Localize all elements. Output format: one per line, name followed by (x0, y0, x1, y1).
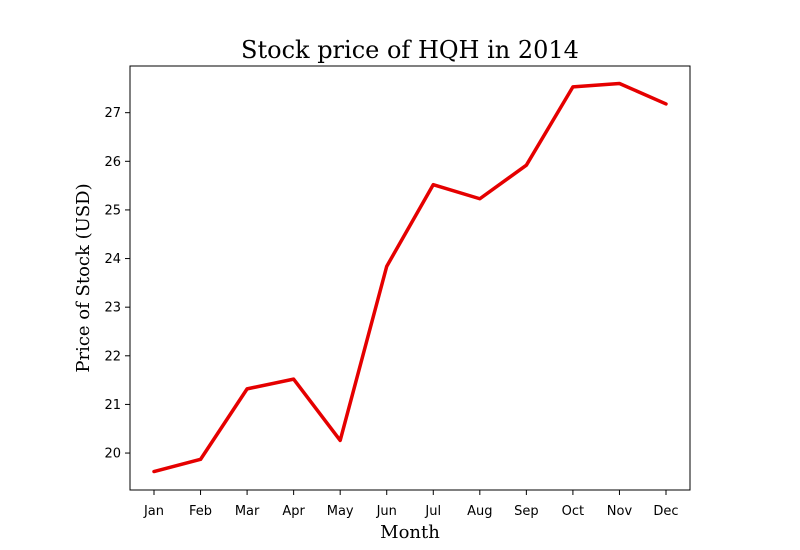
x-tick-label: Aug (467, 504, 492, 519)
y-tick-label: 26 (104, 155, 121, 170)
y-tick-label: 25 (104, 203, 121, 218)
x-tick-label: Mar (235, 504, 260, 519)
x-tick-label: Jan (143, 504, 164, 519)
series-line (152, 81, 668, 474)
x-tick-label: Jul (424, 504, 441, 519)
y-tick-label: 23 (104, 301, 121, 316)
y-axis-label: Price of Stock (USD) (73, 183, 94, 372)
x-tick-label: May (327, 504, 354, 519)
x-axis: Jan Feb Mar Apr May Jun Jul Aug Sep Oct Nov Dec (143, 490, 679, 519)
chart-title: Stock price of HQH in 2014 (241, 36, 579, 64)
x-tick-label: Oct (562, 504, 584, 519)
y-tick-label: 22 (104, 349, 121, 364)
plot-area (129, 65, 691, 491)
y-tick-label: 24 (104, 252, 121, 267)
series-layer (152, 81, 668, 474)
y-tick-label: 21 (104, 398, 121, 413)
x-tick-label: Sep (514, 504, 539, 519)
y-axis: 20 21 22 23 24 25 26 27 (104, 106, 130, 462)
x-tick-label: Feb (189, 504, 212, 519)
x-tick-label: Apr (282, 504, 305, 519)
y-tick-label: 20 (104, 447, 121, 462)
x-tick-label: Dec (653, 504, 678, 519)
x-tick-label: Jun (376, 504, 397, 519)
y-tick-label: 27 (104, 106, 121, 121)
x-tick-label: Nov (607, 504, 633, 519)
x-axis-label: Month (380, 522, 440, 543)
